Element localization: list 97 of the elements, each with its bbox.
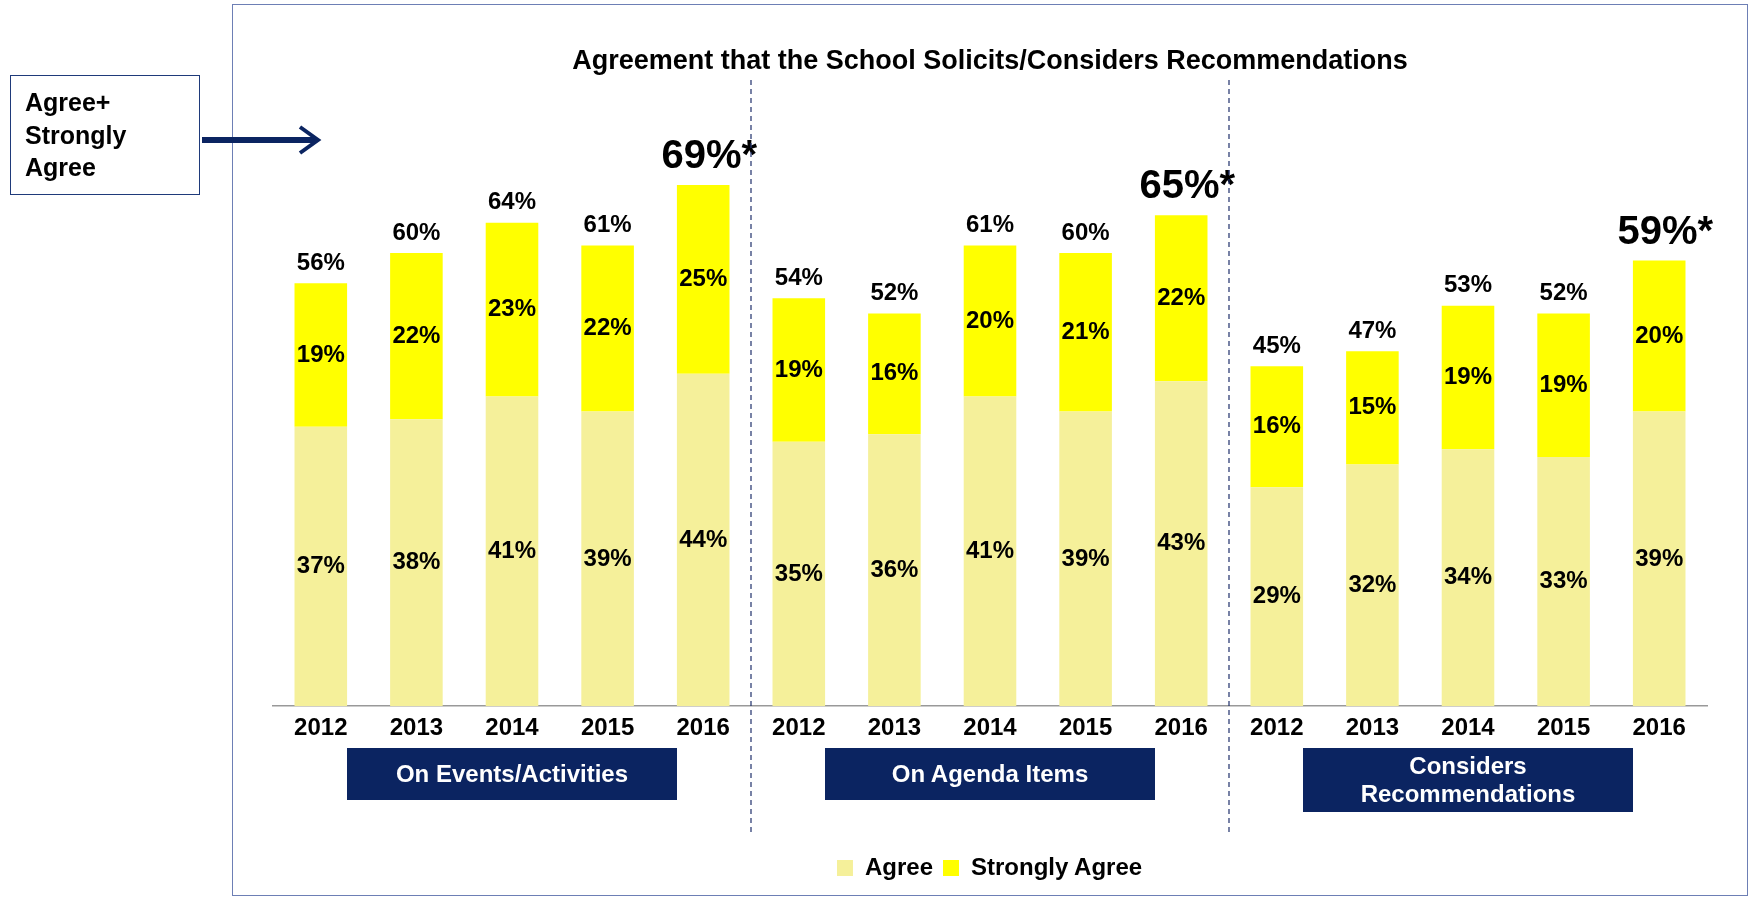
data-label: 19% — [1443, 362, 1493, 390]
data-label: 22% — [392, 320, 441, 348]
total-label: 47% — [1348, 315, 1397, 343]
bar — [1154, 215, 1208, 382]
legend-label: Agree — [864, 852, 933, 880]
text: On Events/Activities — [347, 748, 677, 801]
bar — [1632, 411, 1686, 707]
bar — [294, 283, 348, 427]
bar — [772, 441, 826, 707]
x-tick-label: 2013 — [389, 713, 444, 741]
data-label: 41% — [487, 535, 537, 563]
bar — [676, 184, 730, 374]
bar — [1537, 456, 1590, 707]
data-label: 22% — [1157, 282, 1206, 310]
bar — [390, 252, 443, 420]
data-label: 16% — [1252, 411, 1301, 439]
data-label: 19% — [296, 339, 345, 367]
x-tick-label: 2014 — [1441, 713, 1496, 741]
bar — [1537, 313, 1590, 457]
x-tick-label: 2016 — [1154, 713, 1208, 741]
text: Considers Recommendations — [1303, 748, 1633, 813]
data-label: 44% — [679, 524, 728, 552]
data-label: 22% — [583, 313, 632, 341]
bar — [581, 411, 634, 707]
x-tick-label: 2014 — [963, 713, 1018, 741]
total-label: 61% — [583, 210, 632, 238]
bar — [676, 373, 730, 707]
total-label: 56% — [296, 247, 345, 275]
total-label: 69%* — [661, 131, 758, 176]
data-label: 36% — [870, 554, 919, 582]
bar — [868, 313, 921, 435]
bar — [485, 396, 539, 707]
data-label: 38% — [392, 547, 441, 575]
data-label: 15% — [1348, 392, 1397, 420]
bar — [772, 298, 826, 442]
total-label: 64% — [487, 187, 537, 215]
data-label: 34% — [1443, 562, 1493, 590]
total-label: 60% — [392, 217, 441, 245]
total-label: 59%* — [1617, 207, 1714, 252]
x-tick-label: 2016 — [1632, 713, 1686, 741]
data-label: 33% — [1539, 566, 1588, 594]
bar — [294, 426, 348, 707]
bar — [1346, 351, 1399, 465]
data-label: 35% — [774, 558, 823, 586]
data-label: 39% — [1061, 543, 1110, 571]
data-label: 20% — [965, 305, 1015, 333]
total-label: 52% — [1539, 278, 1588, 305]
data-label: 21% — [1061, 316, 1110, 344]
bar — [1441, 449, 1495, 707]
bar — [485, 222, 539, 397]
data-label: 23% — [487, 294, 537, 322]
x-tick-label: 2015 — [1536, 713, 1591, 741]
data-label: 25% — [679, 264, 728, 292]
x-tick-label: 2012 — [1250, 713, 1304, 741]
bar — [1346, 464, 1399, 707]
x-tick-label: 2015 — [1058, 713, 1113, 741]
x-tick-label: 2012 — [294, 713, 348, 741]
x-tick-label: 2012 — [772, 713, 826, 741]
x-tick-label: 2014 — [485, 713, 540, 741]
data-label: 41% — [965, 535, 1015, 563]
bar — [1441, 305, 1495, 450]
total-label: 65%* — [1139, 162, 1236, 207]
x-tick-label: 2016 — [676, 713, 730, 741]
data-label: 19% — [774, 354, 823, 382]
legend-label: Strongly Agree — [971, 852, 1143, 880]
data-label: 37% — [296, 551, 345, 579]
total-label: 61% — [965, 210, 1015, 238]
data-label: 29% — [1252, 581, 1301, 609]
total-label: 53% — [1443, 270, 1493, 298]
data-label: 19% — [1539, 369, 1588, 397]
bar — [963, 396, 1017, 707]
bar — [1632, 260, 1686, 412]
data-label: 39% — [583, 543, 632, 571]
bar — [1059, 411, 1112, 707]
x-tick-label: 2013 — [1345, 713, 1400, 741]
bar — [1250, 366, 1304, 488]
bar — [1250, 487, 1304, 707]
bar — [581, 245, 634, 412]
bar — [1154, 381, 1208, 707]
bar — [868, 434, 921, 707]
total-label: 54% — [774, 262, 823, 290]
text-box: Agree+ Strongly Agree — [10, 75, 200, 195]
x-tick-label: 2015 — [580, 713, 635, 741]
data-label: 20% — [1635, 320, 1684, 348]
total-label: 52% — [870, 278, 919, 305]
text: On Agenda Items — [825, 748, 1155, 801]
bar — [963, 245, 1017, 397]
chart-title: Agreement that the School Solicits/Considers Recommendations — [572, 44, 1408, 75]
total-label: 45% — [1252, 330, 1301, 358]
data-label: 32% — [1348, 569, 1397, 597]
x-tick-label: 2013 — [867, 713, 922, 741]
data-label: 39% — [1635, 543, 1684, 571]
bar — [390, 419, 443, 707]
total-label: 60% — [1061, 217, 1110, 245]
data-label: 16% — [870, 358, 919, 386]
data-label: 43% — [1157, 528, 1206, 556]
bar — [1059, 252, 1112, 412]
